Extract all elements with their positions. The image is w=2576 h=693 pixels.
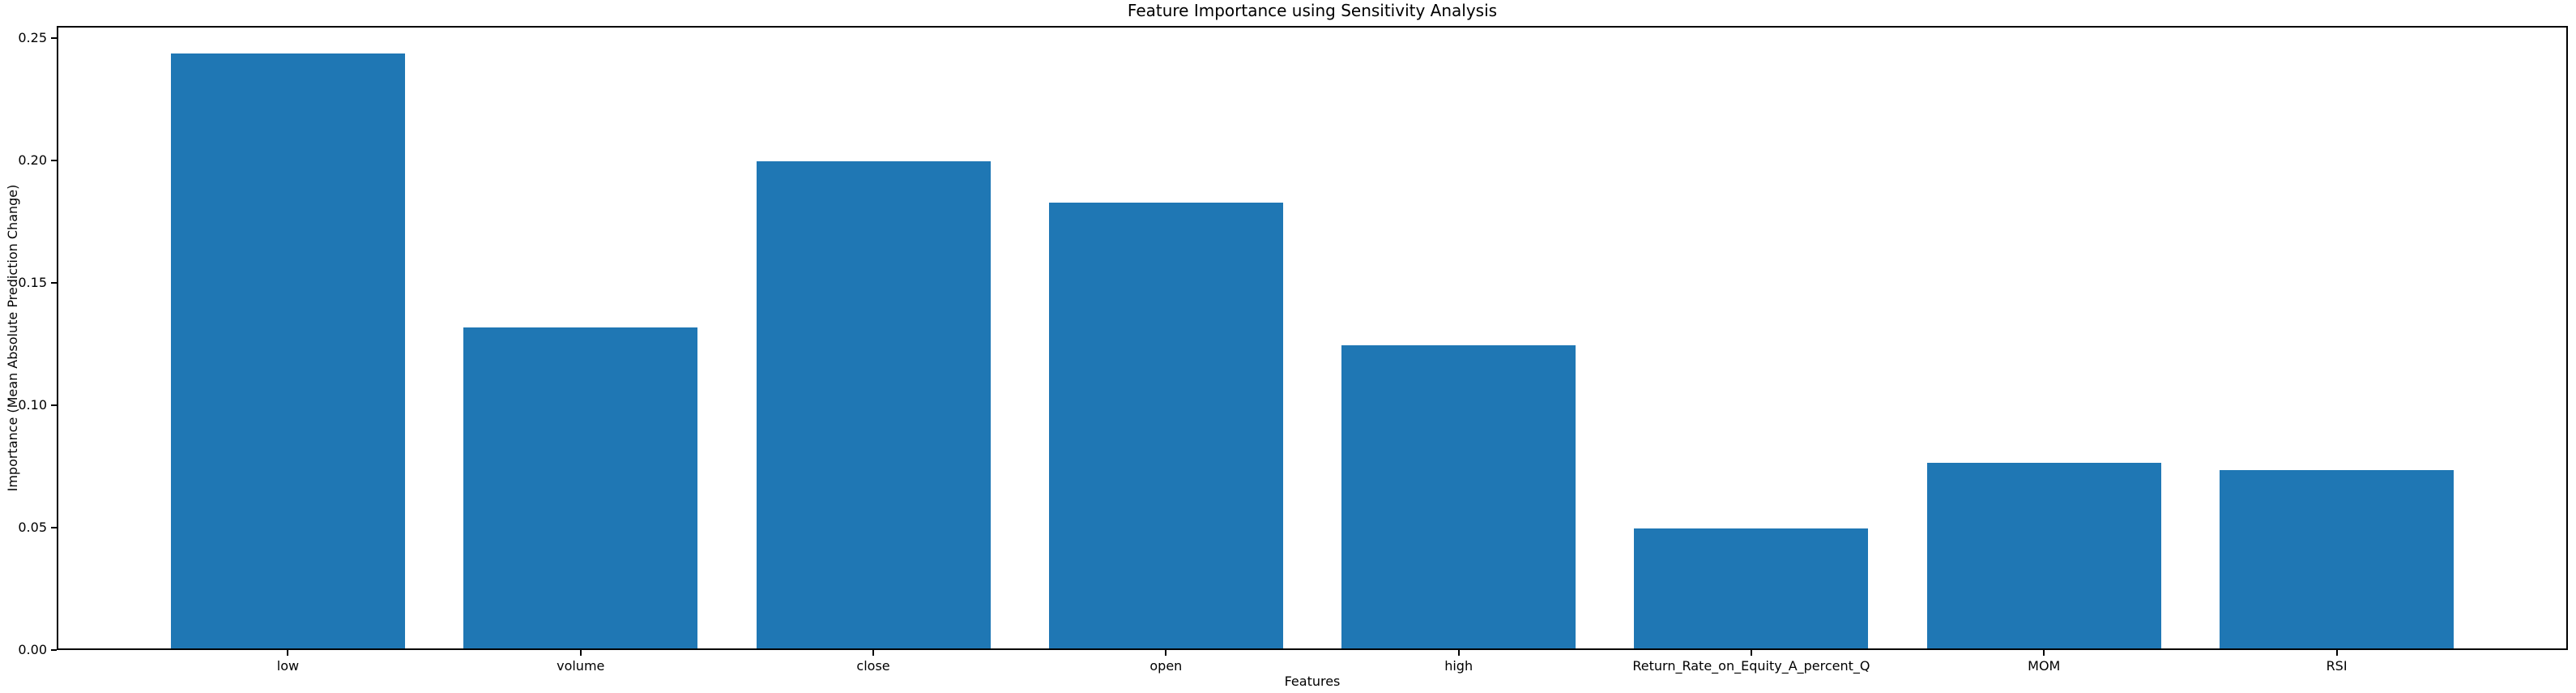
- bar-MOM: [1926, 462, 2161, 648]
- x-tick-mark: [579, 650, 582, 656]
- x-tick-mark: [1457, 650, 1460, 656]
- bar-high: [1341, 344, 1576, 648]
- bar-Return_Rate_on_Equity_A_percent_Q: [1634, 528, 1869, 648]
- x-tick-label: volume: [557, 658, 605, 674]
- bar-RSI: [2220, 469, 2454, 648]
- bar-volume: [463, 327, 698, 648]
- y-tick-label: 0.25: [18, 30, 47, 46]
- chart-title: Feature Importance using Sensitivity Ana…: [1127, 1, 1498, 20]
- x-tick-label: Return_Rate_on_Equity_A_percent_Q: [1632, 658, 1870, 674]
- y-tick-mark: [51, 404, 57, 407]
- bar-open: [1048, 203, 1283, 648]
- y-tick-mark: [51, 649, 57, 651]
- y-tick-label: 0.10: [18, 397, 47, 413]
- x-tick-mark: [2335, 650, 2338, 656]
- x-tick-label: MOM: [2028, 658, 2061, 674]
- y-tick-mark: [51, 160, 57, 162]
- bar-low: [170, 53, 405, 648]
- x-tick-mark: [1165, 650, 1167, 656]
- x-tick-label: high: [1444, 658, 1474, 674]
- y-tick-label: 0.15: [18, 275, 47, 291]
- y-tick-label: 0.05: [18, 520, 47, 536]
- bar-close: [756, 161, 991, 648]
- y-tick-mark: [51, 282, 57, 284]
- y-tick-label: 0.20: [18, 152, 47, 169]
- x-tick-mark: [872, 650, 875, 656]
- x-tick-mark: [2043, 650, 2045, 656]
- y-axis-label: Importance (Mean Absolute Prediction Cha…: [5, 184, 20, 492]
- plot-area: [57, 26, 2568, 650]
- y-tick-label: 0.00: [18, 642, 47, 657]
- x-tick-label: close: [856, 658, 890, 674]
- x-tick-label: RSI: [2326, 658, 2348, 674]
- x-tick-mark: [1750, 650, 1752, 656]
- x-axis-label: Features: [1284, 674, 1341, 689]
- x-tick-mark: [287, 650, 289, 656]
- x-tick-label: low: [276, 658, 300, 674]
- y-tick-mark: [51, 527, 57, 529]
- x-tick-label: open: [1149, 658, 1183, 674]
- y-tick-mark: [51, 37, 57, 40]
